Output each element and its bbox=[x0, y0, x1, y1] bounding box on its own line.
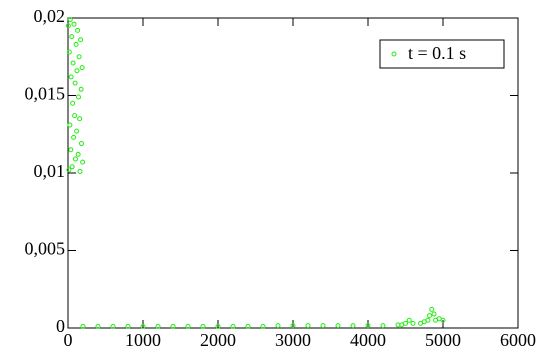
point bbox=[425, 317, 431, 323]
y-tick-label: 0,02 bbox=[34, 6, 66, 26]
point bbox=[185, 323, 191, 329]
y-tick-label: 0,01 bbox=[34, 161, 66, 181]
x-tick-label: 3000 bbox=[275, 330, 311, 350]
x-tick-label: 6000 bbox=[500, 330, 536, 350]
legend-box bbox=[379, 39, 505, 69]
point bbox=[245, 323, 251, 329]
point bbox=[66, 167, 72, 173]
point bbox=[77, 168, 83, 174]
legend-marker bbox=[391, 51, 397, 57]
point bbox=[78, 86, 84, 92]
point bbox=[66, 49, 72, 55]
point bbox=[403, 320, 408, 326]
point bbox=[95, 323, 101, 329]
point bbox=[320, 323, 326, 329]
point bbox=[380, 323, 386, 329]
point bbox=[71, 134, 77, 140]
point bbox=[75, 27, 81, 33]
point bbox=[80, 323, 86, 329]
point bbox=[335, 323, 341, 329]
y-tick-label: 0 bbox=[56, 316, 65, 336]
point bbox=[275, 323, 281, 329]
point bbox=[427, 313, 432, 319]
point bbox=[110, 323, 116, 329]
y-tick-label: 0,015 bbox=[25, 84, 66, 104]
point bbox=[170, 323, 176, 329]
point bbox=[431, 311, 437, 317]
point bbox=[290, 323, 296, 329]
x-tick-label: 5000 bbox=[425, 330, 461, 350]
point bbox=[350, 323, 356, 329]
point bbox=[155, 323, 161, 329]
point bbox=[72, 80, 78, 86]
point bbox=[69, 34, 75, 40]
point bbox=[70, 100, 76, 106]
point bbox=[140, 323, 146, 329]
point bbox=[79, 65, 85, 71]
point bbox=[71, 21, 77, 27]
point bbox=[125, 323, 131, 329]
point bbox=[200, 323, 206, 329]
legend-label: t = 0.1 s bbox=[408, 43, 466, 63]
point bbox=[75, 151, 81, 157]
point bbox=[406, 317, 412, 323]
point bbox=[73, 156, 78, 162]
point bbox=[80, 159, 86, 165]
point bbox=[70, 60, 76, 66]
x-tick-label: 2000 bbox=[200, 330, 236, 350]
y-tick-label: 0,005 bbox=[25, 239, 66, 259]
point bbox=[67, 17, 73, 23]
point bbox=[260, 323, 266, 329]
point bbox=[230, 323, 236, 329]
point bbox=[76, 54, 82, 60]
point bbox=[429, 306, 435, 312]
point bbox=[73, 41, 79, 47]
point bbox=[78, 37, 84, 43]
point bbox=[68, 147, 74, 153]
point bbox=[67, 122, 73, 128]
point bbox=[440, 317, 446, 323]
point bbox=[365, 323, 371, 329]
point bbox=[215, 323, 221, 329]
x-tick-label: 0 bbox=[64, 330, 73, 350]
point bbox=[69, 164, 75, 170]
point bbox=[68, 74, 74, 80]
point bbox=[65, 23, 71, 29]
x-tick-label: 1000 bbox=[125, 330, 161, 350]
point bbox=[79, 141, 84, 147]
point bbox=[74, 68, 80, 74]
point bbox=[76, 94, 81, 100]
point bbox=[72, 113, 78, 119]
point bbox=[77, 116, 83, 122]
point bbox=[305, 323, 311, 329]
x-tick-label: 4000 bbox=[350, 330, 386, 350]
point bbox=[74, 128, 80, 134]
point bbox=[410, 320, 416, 326]
